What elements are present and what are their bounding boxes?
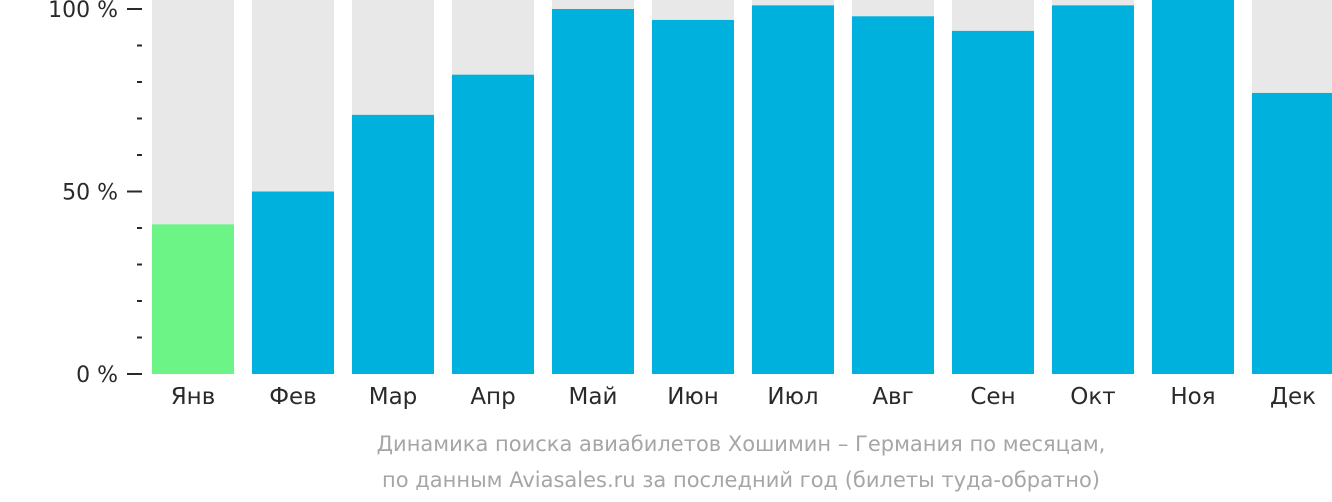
x-tick-label: Окт [1070,384,1115,410]
y-tick-label: 50 % [62,181,118,206]
x-tick-label: Янв [171,384,216,410]
x-tick-label: Авг [872,384,913,410]
bar [552,9,634,374]
chart-caption-line-2: по данным Aviasales.ru за последний год … [382,468,1100,492]
bar [352,114,434,374]
bar [852,16,934,375]
x-tick-label: Май [569,384,618,410]
bar [152,224,234,374]
y-tick-label: 100 % [48,0,118,23]
x-tick-label: Мар [369,384,418,410]
bar [252,191,334,374]
x-tick-label: Июн [667,384,719,410]
x-tick-label: Сен [970,384,1015,410]
bar [452,74,534,374]
y-tick-label: 0 % [76,363,118,388]
bar [652,19,734,374]
bar [1252,92,1332,374]
bar [1152,0,1234,374]
chart-caption-line-1: Динамика поиска авиабилетов Хошимин – Ге… [376,432,1106,456]
bar [952,30,1034,375]
x-tick-label: Фев [269,384,317,410]
bar [1052,5,1134,374]
x-tick-label: Дек [1270,384,1316,410]
x-tick-label: Июл [767,384,818,410]
x-tick-label: Ноя [1170,384,1215,410]
x-tick-label: Апр [470,384,515,410]
bar [752,5,834,374]
